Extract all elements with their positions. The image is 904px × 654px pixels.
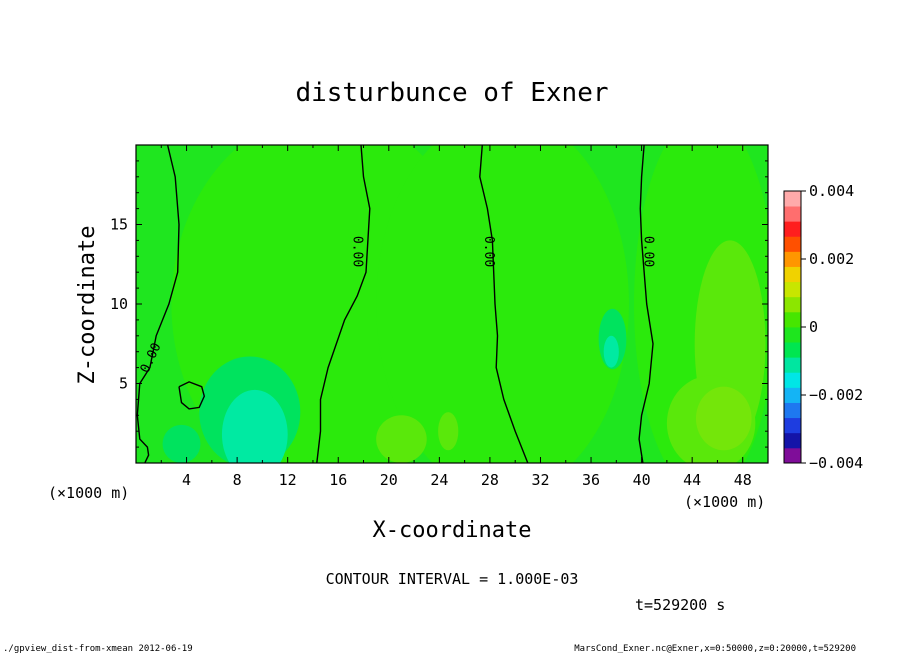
x-tick-label: 12 [279,471,297,489]
plot-area [136,145,768,463]
script-text: ./gpview_dist-from-xmean 2012-06-19 [3,644,193,654]
x-tick-label: 20 [380,471,398,489]
contour-interval-text: CONTOUR INTERVAL = 1.000E-03 [326,570,579,588]
colorbar-swatch [784,191,801,207]
colorbar-swatch [784,417,801,434]
chart-title: disturbunce of Exner [295,78,608,108]
x-tick-label: 40 [633,471,651,489]
colorbar-tick-label: 0 [809,318,818,336]
y-axis-ticks: 5 10 15 [110,160,768,448]
contour-label-2: 0.00 [350,236,365,267]
colorbar-swatch [784,251,801,267]
contour-label-4: 0.00 [640,236,655,267]
zero-contour-4 [638,145,654,463]
colorbar-swatch [784,447,801,464]
colorbar [784,191,801,464]
colorbar-swatch [784,387,801,403]
zero-contour-3 [479,145,529,463]
x-axis-ticks: 4 8 12 16 20 24 28 32 36 40 44 48 [160,145,752,489]
x-tick-label: 4 [182,471,191,489]
y-tick-label: 5 [119,375,128,393]
zero-contour-5 [178,381,206,410]
colorbar-swatch [784,221,801,237]
colorbar-swatch [784,357,801,373]
field-region-negative [221,389,288,463]
colorbar-tick-label: 0.004 [809,182,854,200]
x-tick-label: 48 [734,471,752,489]
x-tick-label: 16 [329,471,347,489]
field-regions [162,145,768,463]
colorbar-swatch [784,327,801,343]
colorbar-swatch [784,342,801,358]
colorbar-swatch [784,236,801,252]
colorbar-swatch [784,266,801,283]
zero-contour-1 [136,145,180,463]
field-region-slight_positive [376,415,427,463]
contour-label-3: 0.00 [481,236,496,267]
field-region-neutral [376,145,629,463]
x-tick-label: 24 [430,471,448,489]
x-tick-label: 32 [531,471,549,489]
x-axis-units-right: (×1000 m) [684,493,765,511]
colorbar-swatch [784,311,801,328]
time-text: t=529200 s [635,596,725,614]
zero-contour-2 [316,145,371,463]
colorbar-tick-label: −0.004 [809,454,863,472]
y-tick-label: 10 [110,295,128,313]
colorbar-swatch [784,402,801,419]
contour-lines [136,145,654,463]
colorbar-ticks: 0.004 0.002 0 −0.002 −0.004 [801,182,863,472]
colorbar-swatch [784,372,801,388]
source-text: MarsCond_Exner.nc@Exner,x=0:50000,z=0:20… [574,644,856,654]
x-tick-label: 28 [481,471,499,489]
field-region-positive [695,386,752,451]
x-tick-label: 8 [233,471,242,489]
colorbar-swatch [784,206,801,222]
contour-labels: 0.000.00 0.00 0.00 [138,236,656,376]
colorbar-tick-label: −0.002 [809,386,863,404]
x-tick-label: 44 [683,471,701,489]
x-tick-label: 36 [582,471,600,489]
colorbar-swatch [784,281,801,298]
colorbar-swatch [784,432,801,449]
x-axis-label: X-coordinate [373,518,532,543]
field-region-slight_positive [438,412,459,451]
colorbar-tick-label: 0.002 [809,250,854,268]
field-region-slight_negative [162,424,201,463]
y-tick-label: 15 [110,216,128,234]
y-axis-label: Z-coordinate [75,226,100,385]
x-axis-units-left: (×1000 m) [48,484,129,502]
colorbar-swatch [784,296,801,313]
field-region-negative [603,335,619,368]
